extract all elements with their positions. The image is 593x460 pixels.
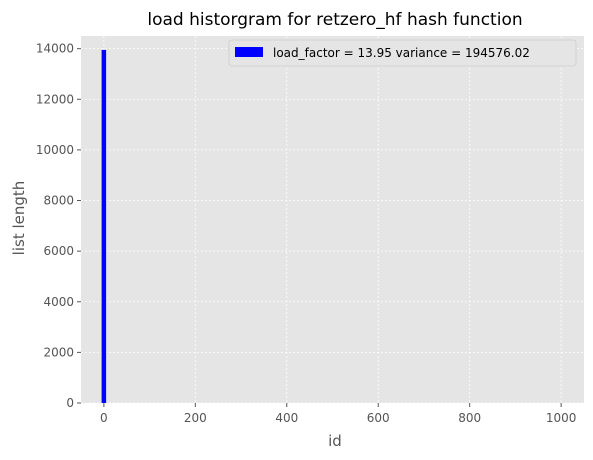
y-tick-label: 14000 xyxy=(36,42,74,56)
y-tick-label: 10000 xyxy=(36,143,74,157)
x-tick-label: 600 xyxy=(367,411,390,425)
y-tick-label: 2000 xyxy=(43,345,74,359)
y-tick-label: 4000 xyxy=(43,295,74,309)
legend-swatch xyxy=(235,47,263,57)
y-axis-label: list length xyxy=(10,181,28,256)
legend-label: load_factor = 13.95 variance = 194576.02 xyxy=(273,46,530,60)
plot-area xyxy=(81,36,584,403)
legend-box xyxy=(228,39,577,67)
x-tick-label: 200 xyxy=(184,411,207,425)
y-tick-label: 8000 xyxy=(43,194,74,208)
x-tick-label: 0 xyxy=(100,411,108,425)
x-tick-label: 400 xyxy=(275,411,298,425)
y-tick-label: 6000 xyxy=(43,244,74,258)
chart-title: load historgram for retzero_hf hash func… xyxy=(147,10,522,30)
y-axis-ticks: 0 2000 4000 6000 8000 10000 12000 14000 xyxy=(36,42,81,410)
y-tick-label: 12000 xyxy=(36,92,74,106)
legend: load_factor = 13.95 variance = 194576.02 xyxy=(228,39,577,67)
x-axis-ticks: 0 200 400 600 800 1000 xyxy=(100,403,576,425)
y-tick-label: 0 xyxy=(66,396,74,410)
bars xyxy=(101,49,107,404)
bar xyxy=(101,49,107,404)
x-tick-label: 1000 xyxy=(546,411,577,425)
x-tick-label: 800 xyxy=(458,411,481,425)
x-axis-label: id xyxy=(328,432,342,450)
